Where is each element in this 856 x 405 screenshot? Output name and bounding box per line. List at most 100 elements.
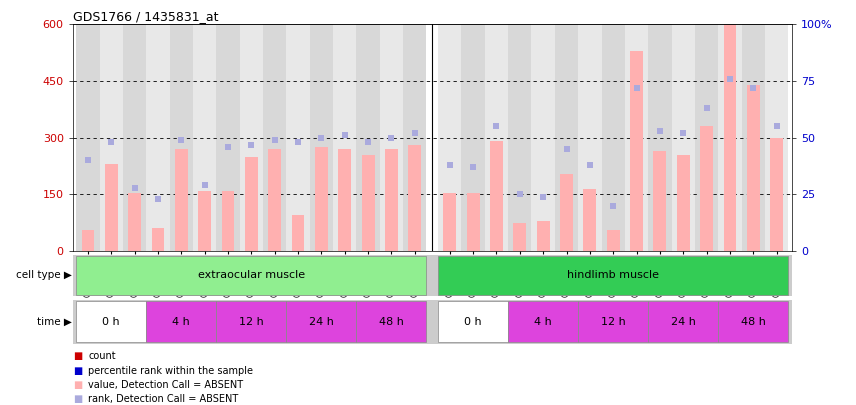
Bar <box>438 256 788 295</box>
Bar <box>193 24 217 251</box>
Bar <box>240 24 263 251</box>
Point <box>583 162 597 168</box>
Point <box>490 123 503 130</box>
Bar <box>146 24 169 251</box>
Bar <box>217 24 240 251</box>
Bar <box>438 301 508 343</box>
Bar <box>484 24 508 251</box>
Text: hindlimb muscle: hindlimb muscle <box>568 271 659 280</box>
Bar <box>105 164 118 251</box>
Text: 12 h: 12 h <box>601 317 626 327</box>
Bar <box>443 192 456 251</box>
Bar <box>76 24 99 251</box>
Point <box>338 132 352 139</box>
Bar <box>770 138 783 251</box>
Bar <box>653 151 666 251</box>
Bar <box>718 301 788 343</box>
Bar <box>765 24 788 251</box>
Bar <box>607 230 620 251</box>
Bar <box>222 191 235 251</box>
Bar <box>584 189 597 251</box>
Bar <box>81 230 94 251</box>
Text: value, Detection Call = ABSENT: value, Detection Call = ABSENT <box>88 380 243 390</box>
Point <box>152 196 165 202</box>
Point <box>606 202 620 209</box>
Bar <box>169 24 193 251</box>
Bar <box>677 155 690 251</box>
Point <box>537 194 550 200</box>
Bar <box>723 24 736 251</box>
Text: extraocular muscle: extraocular muscle <box>198 271 305 280</box>
Point <box>245 141 259 148</box>
Point <box>699 105 713 111</box>
Text: ■: ■ <box>73 394 82 404</box>
Point <box>314 134 328 141</box>
Bar <box>217 301 287 343</box>
Point <box>81 157 95 164</box>
Point <box>723 75 737 82</box>
Bar <box>648 301 718 343</box>
Point <box>268 137 282 143</box>
Bar <box>99 24 123 251</box>
Point <box>198 182 211 189</box>
Bar <box>700 126 713 251</box>
Bar <box>630 51 643 251</box>
Point <box>513 191 526 198</box>
Text: percentile rank within the sample: percentile rank within the sample <box>88 366 253 375</box>
Text: 48 h: 48 h <box>379 317 404 327</box>
Text: 0 h: 0 h <box>464 317 482 327</box>
Bar <box>438 24 461 251</box>
Text: 4 h: 4 h <box>534 317 552 327</box>
Bar <box>514 223 526 251</box>
Point <box>291 139 305 145</box>
Bar <box>333 24 356 251</box>
Bar <box>490 141 503 251</box>
Bar <box>123 24 146 251</box>
Bar <box>362 155 375 251</box>
Bar <box>199 191 211 251</box>
Bar <box>578 301 648 343</box>
Bar <box>152 228 164 251</box>
Text: ■: ■ <box>73 352 82 361</box>
Point <box>630 85 644 91</box>
Bar <box>356 301 426 343</box>
Point <box>770 123 783 130</box>
Bar <box>602 24 625 251</box>
Bar <box>128 192 141 251</box>
Point <box>175 137 188 143</box>
Bar <box>356 24 380 251</box>
Text: GDS1766 / 1435831_at: GDS1766 / 1435831_at <box>73 10 218 23</box>
Text: 0 h: 0 h <box>103 317 120 327</box>
Point <box>408 130 422 136</box>
Bar <box>292 215 305 251</box>
Point <box>746 85 760 91</box>
Point <box>676 130 690 136</box>
Text: 4 h: 4 h <box>172 317 190 327</box>
Bar <box>461 24 484 251</box>
Point <box>653 128 667 134</box>
Text: count: count <box>88 352 116 361</box>
Point <box>104 139 118 145</box>
Bar <box>287 24 310 251</box>
Bar <box>310 24 333 251</box>
Bar <box>175 149 187 251</box>
Text: 24 h: 24 h <box>309 317 334 327</box>
Bar <box>287 301 356 343</box>
Text: cell type ▶: cell type ▶ <box>15 271 72 280</box>
Text: 12 h: 12 h <box>239 317 264 327</box>
Bar <box>467 192 479 251</box>
Bar <box>746 85 760 251</box>
Bar <box>408 145 421 251</box>
Point <box>560 146 574 152</box>
Point <box>361 139 375 145</box>
Bar <box>385 149 398 251</box>
Point <box>467 164 480 171</box>
Bar <box>380 24 403 251</box>
Point <box>128 184 141 191</box>
Bar <box>76 301 146 343</box>
Bar <box>741 24 765 251</box>
Text: time ▶: time ▶ <box>37 317 72 327</box>
Bar <box>76 256 426 295</box>
Bar <box>648 24 672 251</box>
Bar <box>508 24 532 251</box>
